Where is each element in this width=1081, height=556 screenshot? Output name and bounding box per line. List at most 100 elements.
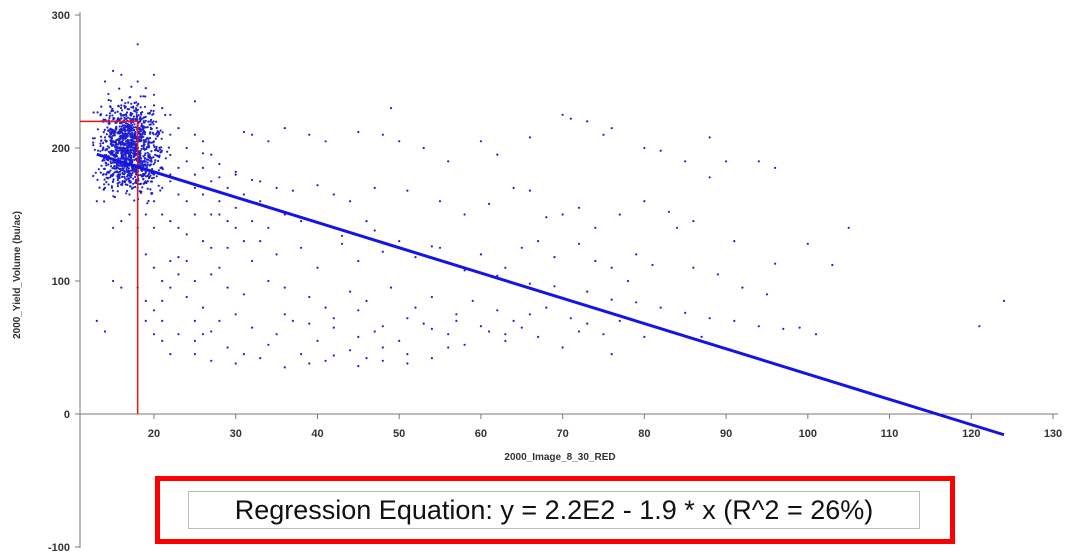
data-point	[545, 306, 548, 309]
data-point	[147, 143, 150, 146]
data-point	[118, 132, 122, 135]
data-point	[251, 326, 254, 329]
data-point	[142, 141, 145, 144]
data-point	[118, 146, 121, 150]
data-point	[455, 319, 458, 322]
data-point	[103, 136, 107, 139]
data-point	[116, 110, 119, 113]
data-point	[193, 339, 196, 342]
data-point	[140, 136, 143, 139]
data-point	[122, 129, 125, 132]
data-point	[117, 164, 120, 167]
data-point	[300, 246, 303, 249]
data-point	[152, 266, 156, 269]
data-point	[520, 326, 523, 329]
data-point	[602, 133, 605, 136]
data-point	[99, 113, 102, 116]
data-point	[146, 202, 149, 205]
data-point	[659, 149, 662, 152]
data-point	[144, 299, 147, 302]
data-point	[133, 101, 136, 105]
data-point	[177, 333, 180, 336]
data-point	[757, 325, 760, 328]
x-tick-label: 100	[799, 428, 817, 440]
data-point	[133, 154, 136, 157]
data-point	[101, 148, 104, 152]
data-point	[127, 177, 130, 180]
data-point	[129, 129, 132, 132]
data-point	[430, 357, 433, 360]
data-point	[95, 319, 98, 322]
data-point	[978, 325, 981, 328]
data-point	[496, 274, 499, 277]
data-point	[130, 114, 133, 117]
data-point	[134, 179, 137, 182]
data-point	[152, 226, 156, 229]
data-point	[147, 137, 150, 140]
data-point	[137, 102, 140, 105]
data-point	[130, 102, 133, 105]
data-point	[135, 116, 138, 119]
data-point	[234, 362, 237, 365]
data-point	[159, 129, 162, 132]
data-point	[156, 130, 159, 133]
data-point	[357, 365, 360, 368]
data-point	[134, 126, 137, 129]
data-point	[185, 233, 188, 236]
data-point	[316, 184, 319, 187]
data-point	[143, 157, 147, 160]
x-tick-label: 130	[1044, 428, 1062, 440]
data-point	[138, 127, 141, 131]
data-point	[142, 125, 145, 128]
data-point	[97, 168, 100, 171]
data-point	[161, 107, 164, 110]
data-point	[150, 191, 153, 195]
data-point	[109, 174, 113, 177]
data-point	[149, 120, 152, 123]
data-point	[106, 145, 109, 148]
data-point	[144, 319, 147, 322]
data-point	[125, 192, 128, 195]
data-point	[267, 226, 270, 229]
data-point	[120, 152, 123, 155]
data-point	[95, 200, 98, 203]
data-point	[692, 220, 695, 223]
data-point	[210, 273, 213, 276]
data-point	[479, 325, 482, 328]
data-point	[92, 141, 95, 144]
data-point	[226, 220, 229, 223]
data-point	[283, 127, 286, 130]
data-point	[115, 139, 118, 142]
data-point	[133, 199, 136, 202]
data-point	[142, 116, 145, 119]
data-point	[116, 174, 119, 177]
data-point	[134, 145, 137, 149]
data-point	[158, 148, 161, 151]
data-point	[110, 140, 113, 143]
data-point	[152, 309, 156, 312]
x-tick-label: 20	[148, 428, 160, 440]
data-point	[121, 182, 124, 185]
data-point	[129, 169, 132, 172]
data-point	[155, 145, 158, 149]
data-point	[112, 141, 115, 144]
data-point	[158, 132, 161, 135]
data-point	[134, 181, 137, 184]
data-point	[528, 136, 532, 139]
data-point	[139, 116, 142, 119]
data-point	[144, 160, 147, 163]
data-point	[108, 114, 111, 117]
data-point	[113, 161, 117, 164]
data-point	[147, 142, 150, 145]
data-point	[177, 273, 180, 276]
data-point	[108, 112, 112, 115]
data-point	[111, 134, 115, 137]
data-point	[610, 298, 613, 301]
data-point	[152, 112, 155, 115]
data-point	[406, 189, 409, 192]
data-point	[512, 319, 515, 322]
data-point	[145, 138, 148, 141]
data-point	[226, 286, 229, 289]
data-point	[455, 313, 458, 316]
data-point	[120, 73, 123, 76]
